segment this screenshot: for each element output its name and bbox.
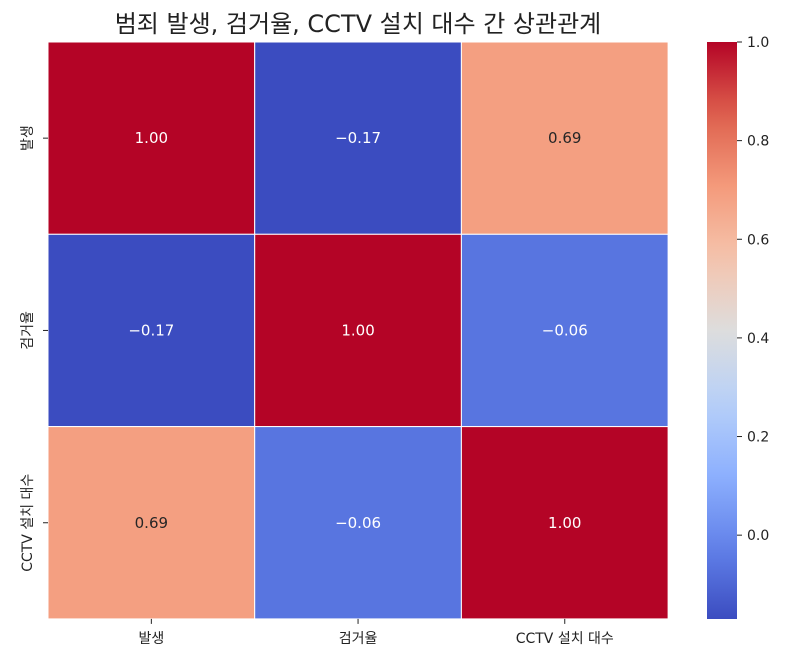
- heatmap-cell: [254, 41, 462, 235]
- heatmap-cells: [47, 41, 669, 620]
- heatmap-cell: [47, 41, 256, 235]
- cell-value-label: −0.17: [128, 321, 174, 339]
- cell-value-label: 0.69: [135, 514, 168, 532]
- heatmap-cell: [254, 233, 462, 428]
- cell-value-label: −0.06: [335, 514, 381, 532]
- chart-title: 범죄 발생, 검거율, CCTV 설치 대수 간 상관관계: [115, 10, 602, 38]
- x-axis: 발생 검거율 CCTV 설치 대수: [138, 618, 614, 647]
- heatmap-cell: [460, 41, 669, 235]
- heatmap-cell-labels: 1.00 −0.17 0.69 −0.17 1.00 −0.06 0.69 −0.06 1.00: [128, 129, 587, 532]
- cell-value-label: −0.06: [542, 321, 588, 339]
- cell-value-label: 1.00: [135, 129, 168, 147]
- heatmap-cell: [47, 233, 256, 428]
- cell-value-label: −0.17: [335, 129, 381, 147]
- y-tick-label: 검거율: [20, 311, 36, 350]
- colorbar: 0.0 0.2 0.4 0.6 0.8 1.0: [707, 35, 769, 619]
- colorbar-tick-label: 0.8: [747, 134, 769, 150]
- y-tick-label: 발생: [20, 125, 36, 151]
- cell-value-label: 0.69: [548, 129, 581, 147]
- colorbar-tick-label: 0.2: [747, 430, 769, 446]
- colorbar-tick-label: 0.6: [747, 232, 769, 248]
- y-tick-label: CCTV 설치 대수: [20, 474, 36, 572]
- heatmap-cell: [47, 426, 256, 620]
- x-tick-label: 발생: [138, 631, 164, 647]
- cell-value-label: 1.00: [548, 514, 581, 532]
- cell-value-label: 1.00: [341, 321, 374, 339]
- heatmap-cell: [460, 233, 669, 428]
- colorbar-tick-label: 1.0: [747, 35, 769, 51]
- heatmap-cell: [254, 426, 462, 620]
- x-tick-label: 검거율: [339, 631, 378, 647]
- x-tick-label: CCTV 설치 대수: [516, 631, 614, 647]
- colorbar-tick-label: 0.4: [747, 331, 769, 347]
- colorbar-gradient: [707, 42, 737, 619]
- colorbar-tick-label: 0.0: [747, 528, 769, 544]
